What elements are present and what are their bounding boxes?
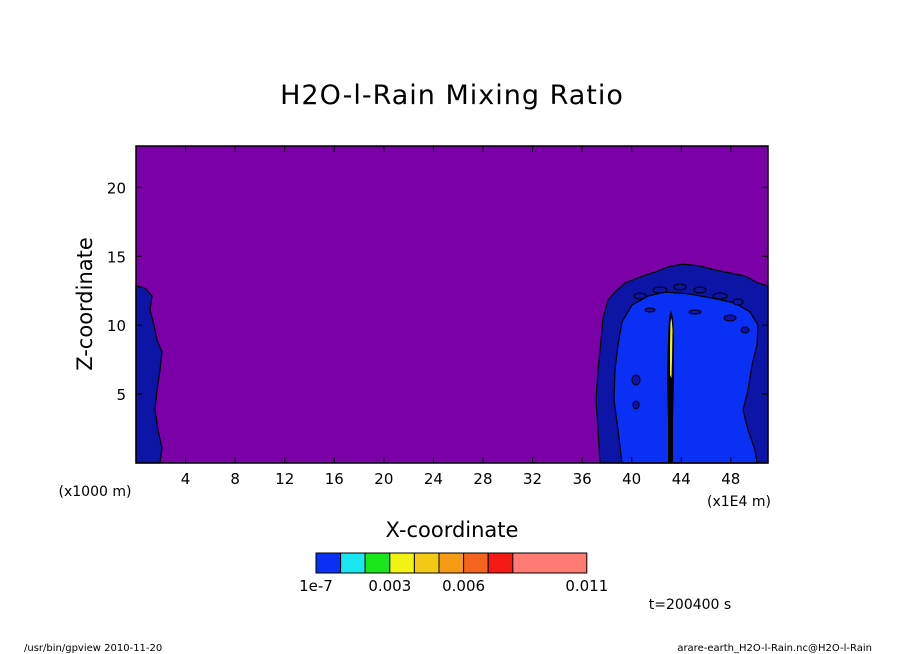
blob	[693, 286, 707, 294]
x-tick-label: 32	[523, 470, 542, 488]
colorbar-cell	[438, 552, 465, 574]
rain-core-high	[670, 318, 673, 378]
chart-title: H2O-l-Rain Mixing Ratio	[280, 80, 624, 111]
x-tick-label: 8	[230, 470, 240, 488]
colorbar-cell	[340, 552, 366, 574]
colorbar-cell	[364, 552, 391, 574]
colorbar-cell	[463, 552, 489, 574]
blob	[673, 283, 687, 291]
blob	[631, 374, 641, 386]
colorbar-labels: 1e-7 0.003 0.006 0.011	[299, 577, 608, 595]
x-tick-label: 4	[181, 470, 191, 488]
blob	[740, 326, 750, 334]
x-tick-label: 16	[325, 470, 344, 488]
time-label: t=200400 s	[649, 597, 731, 613]
colorbar-tick-label: 1e-7	[299, 577, 333, 595]
y-axis-label: Z-coordinate	[73, 237, 97, 371]
footer-right: arare-earth_H2O-l-Rain.nc@H2O-l-Rain	[677, 643, 872, 654]
colorbar-cell	[487, 552, 514, 574]
colorbar-cell	[512, 552, 588, 574]
colorbar-tick-label: 0.011	[565, 577, 608, 595]
blob	[652, 286, 668, 294]
colorbar-tick-label: 0.003	[368, 577, 411, 595]
plot-frame	[135, 145, 769, 464]
y-tick-label: 15	[107, 248, 126, 266]
x-tick-label: 36	[573, 470, 592, 488]
blob	[633, 292, 647, 300]
blob	[723, 314, 737, 322]
x-axis-label: X-coordinate	[386, 518, 519, 542]
blob	[732, 298, 744, 306]
x-tick-label: 24	[424, 470, 443, 488]
y-axis: 5 10 15 20	[107, 179, 768, 404]
colorbar-cell	[413, 552, 440, 574]
left-low-value-region	[135, 285, 163, 464]
colorbar-tick-label: 0.006	[442, 577, 485, 595]
colorbar	[315, 552, 588, 574]
plot-area	[135, 145, 769, 464]
rain-core-outline	[667, 310, 674, 463]
blob	[632, 400, 640, 410]
blob	[712, 292, 728, 300]
blob	[688, 309, 702, 315]
colorbar-cell	[315, 552, 342, 574]
cloud-top-blobs	[631, 283, 750, 410]
x-tick-label: 48	[721, 470, 740, 488]
right-mid-value-region	[613, 291, 759, 464]
x-tick-label: 20	[374, 470, 393, 488]
x-tick-label: 12	[275, 470, 294, 488]
y-tick-label: 5	[116, 386, 126, 404]
x-axis-unit: (x1E4 m)	[707, 494, 771, 510]
y-axis-unit: (x1000 m)	[59, 484, 132, 500]
colorbar-cell	[389, 552, 415, 574]
blob	[644, 307, 656, 313]
y-tick-label: 10	[107, 317, 126, 335]
y-tick-label: 20	[107, 179, 126, 197]
footer-left: /usr/bin/gpview 2010-11-20	[24, 643, 162, 654]
x-tick-label: 28	[473, 470, 492, 488]
x-tick-label: 40	[622, 470, 641, 488]
x-axis: 4 8 12 16 20 24 28 32 36 40 44 48	[181, 146, 740, 488]
x-tick-label: 44	[672, 470, 691, 488]
